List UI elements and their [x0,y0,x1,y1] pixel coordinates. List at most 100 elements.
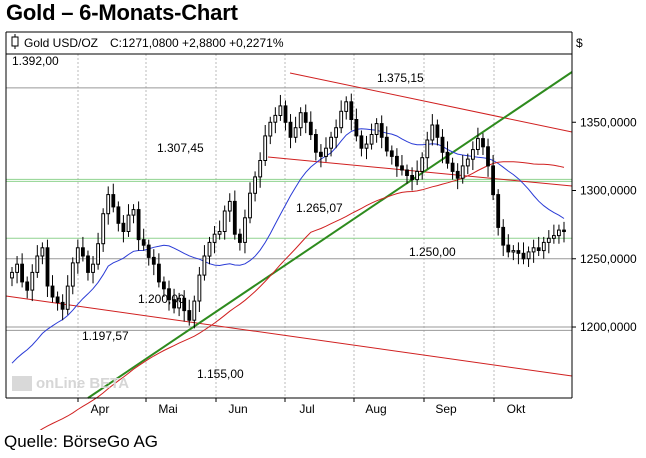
x-tick-label: Jun [228,402,247,416]
y-tick-label: 1250,0000 [580,252,637,266]
candle-body [268,121,273,137]
candle-body [217,231,222,235]
candle-body [329,136,334,149]
candle-body [339,110,344,129]
candle-body [314,134,318,153]
candle-body [481,138,485,148]
x-tick-label: Apr [91,402,110,416]
candle-body [202,255,207,276]
candle-body [172,299,176,309]
candle-body [476,138,480,151]
candle-body [116,206,121,224]
candle-body [405,169,409,176]
candle-body [182,297,187,312]
y-tick-label: 1200,0000 [580,320,637,334]
source-label: Quelle: BörseGo AG [4,432,159,451]
trend-lines [5,71,573,399]
trend-long-down [5,295,573,377]
candle-body [253,176,257,194]
candle-body [55,296,60,303]
candle-body [263,135,268,161]
candle-body [455,170,460,179]
x-tick-label: Mai [158,402,177,416]
candle-body [354,119,359,137]
candle-body [60,301,65,310]
candle-body [35,255,40,273]
candle-body [501,226,506,246]
candle-body [248,192,252,219]
price-annotation: 1.392,00 [12,54,59,68]
plot-frame [5,31,573,399]
price-annotation: 1.155,00 [197,367,244,381]
sma-long-line [39,161,565,430]
candle-body [526,251,531,260]
candle-body [141,239,146,246]
candle-body [541,241,546,252]
candle-body [506,244,511,253]
candle-body [192,300,197,321]
candle-body [293,127,298,138]
candle-body [445,151,450,164]
candle-body [232,200,237,235]
candle-body [486,146,490,167]
candle-body [384,136,389,152]
legend-quote: C:1271,0800 +2,8800 +0,2271% [110,36,284,50]
watermark-logo-icon [12,376,32,391]
candle-body [101,213,106,245]
candle-body [10,271,14,279]
candle-body [131,209,136,216]
candle-body [308,121,313,136]
candle-body [136,209,141,241]
candle-body [283,105,288,123]
candle-body [440,136,445,153]
candle-body [273,114,278,123]
candle-body [536,247,541,252]
candle-body [243,217,247,243]
legend-symbol: Gold USD/OZ [24,36,98,50]
candle-body [471,149,475,160]
candle-body [415,170,420,181]
price-annotation: 1.375,15 [377,71,424,85]
candle-body [557,229,561,237]
candle-body [20,263,25,283]
legend-candle-icon [11,36,19,47]
candle-body [151,256,156,265]
candle-body [106,194,111,215]
candle-body [491,165,496,196]
candle-body [227,200,232,212]
candle-body [349,101,354,121]
candle-body [111,194,116,208]
candle-body [187,310,192,321]
candle-body [374,123,379,135]
candle-body [162,281,166,290]
candle-body [25,281,30,291]
candle-body [430,124,435,141]
candle-body [126,214,131,233]
candle-body [379,123,384,138]
candle-body [546,237,551,243]
price-annotations: 1.392,00 1.375,15 1.307,45 1.265,07 1.250,00… [12,54,456,381]
candle-body [521,252,526,260]
legend: Gold USD/OZ C:1271,0800 +2,8800 +0,2271% [11,34,284,50]
candle-body [369,134,374,145]
candle-body [45,247,50,287]
chart-title: Gold – 6-Monats-Chart [6,0,238,25]
y-tick-label: 1300,0000 [580,184,637,198]
watermark: onLine BETA [12,375,129,392]
currency-label: $ [576,36,583,50]
watermark-text: onLine BETA [36,375,129,392]
candle-body [359,135,364,149]
candle-body [435,124,440,138]
candle-body [410,175,415,181]
candle-body [344,101,349,112]
candle-body [395,155,399,167]
candle-body [96,243,100,265]
candle-body [65,285,70,310]
x-tick-label: Sep [435,402,457,416]
x-tick-label: Aug [365,402,386,416]
candle-body [303,112,308,123]
candle-body [177,297,181,309]
candle-body [91,263,95,273]
candle-body [15,263,19,273]
axis-labels: Apr Mai Jun Jul Aug Sep Okt 1350,0000 1300,0000 1… [77,115,637,416]
